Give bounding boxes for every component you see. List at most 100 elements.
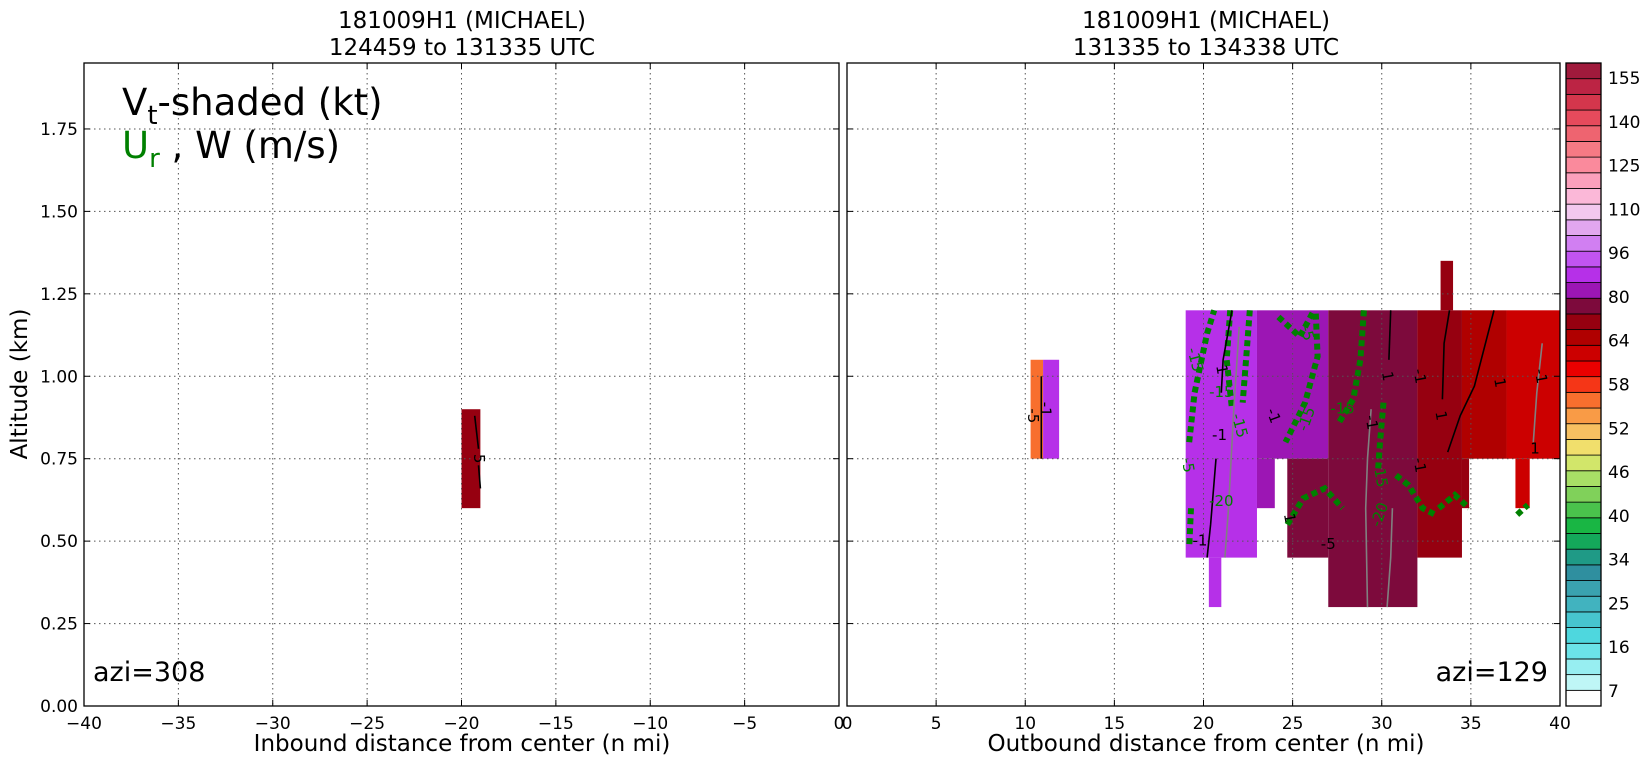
vt-shade-cell xyxy=(1515,458,1530,509)
x-tick-label: 15 xyxy=(1104,714,1126,734)
colorbar-swatch xyxy=(1565,203,1602,221)
x-tick-label: 25 xyxy=(1282,714,1304,734)
contour-label: 1 xyxy=(1530,439,1540,457)
contour-label: -5 xyxy=(1321,535,1336,553)
colorbar-swatch xyxy=(1565,172,1602,189)
y-tick-label: 1.50 xyxy=(40,202,78,222)
contour-label: -1 xyxy=(1192,532,1207,550)
colorbar-swatch xyxy=(1565,78,1602,95)
colorbar-swatch xyxy=(1565,658,1602,676)
colorbar-swatch xyxy=(1565,329,1602,346)
w-contour xyxy=(477,465,482,489)
colorbar-swatch xyxy=(1565,674,1602,691)
vt-shade-cell xyxy=(1461,310,1507,459)
legend-vt-rest: -shaded (kt) xyxy=(158,81,383,124)
contour-label: 1 xyxy=(1378,370,1397,383)
outbound-azimuth-label: azi=129 xyxy=(1436,657,1548,688)
colorbar-tick-label: 155 xyxy=(1608,69,1640,89)
ur-contour xyxy=(1284,484,1345,527)
colorbar-tick-label: 7 xyxy=(1608,682,1619,702)
legend-w-rest: , W (m/s) xyxy=(160,124,340,167)
colorbar-swatch xyxy=(1565,533,1602,550)
y-axis-label: Altitude (km) xyxy=(7,309,33,460)
w-contour xyxy=(1386,508,1394,608)
contour-label: 5 xyxy=(470,454,488,464)
colorbar-swatch xyxy=(1565,266,1602,283)
x-tick-label: −30 xyxy=(255,714,291,734)
ur-contour xyxy=(1223,310,1235,410)
w-contour xyxy=(1206,458,1217,558)
outbound-title-time-range: 131335 to 134338 UTC xyxy=(1073,35,1339,61)
w-contour xyxy=(473,415,480,449)
y-tick-label: 0.25 xyxy=(40,615,78,635)
contour-label: -15 xyxy=(1369,461,1391,488)
colorbar-tick-label: 46 xyxy=(1608,463,1630,483)
y-tick-label: 0.50 xyxy=(40,532,78,552)
ur-contour xyxy=(1239,310,1253,403)
ur-contour xyxy=(1186,508,1194,548)
x-tick-label: −25 xyxy=(349,714,385,734)
w-contour xyxy=(1364,409,1372,608)
x-tick-label: 35 xyxy=(1460,714,1482,734)
ur-contour xyxy=(1186,309,1218,443)
w-contour xyxy=(1532,343,1543,443)
x-tick-label: −40 xyxy=(66,714,102,734)
colorbar-swatch xyxy=(1565,627,1602,644)
colorbar-swatch xyxy=(1565,250,1602,268)
colorbar-swatch xyxy=(1565,360,1602,378)
colorbar-swatch xyxy=(1565,109,1602,127)
legend-ur-symbol: U xyxy=(122,124,149,167)
vt-shade-cell xyxy=(1440,260,1454,311)
colorbar-swatch xyxy=(1565,188,1602,205)
colorbar-tick-label: 96 xyxy=(1608,244,1630,264)
vt-shade-cell xyxy=(1461,458,1470,509)
x-tick-label: −35 xyxy=(160,714,196,734)
contour-label: 1 xyxy=(1280,512,1299,525)
y-tick-label: 0.75 xyxy=(40,450,78,470)
ur-contour xyxy=(1436,491,1472,511)
x-tick-label: 10 xyxy=(1014,714,1036,734)
colorbar-tick-label: 140 xyxy=(1608,113,1640,133)
contour-label: -15 xyxy=(1330,400,1355,418)
colorbar-tick-label: 64 xyxy=(1608,332,1630,352)
outbound-panel: 181009H1 (MICHAEL) 131335 to 134338 UTC … xyxy=(842,8,1571,757)
colorbar: 155 140 125 110 96 80 64 58 52 46 40 34 25 16 7 xyxy=(1565,62,1640,707)
inbound-plot-area: 5 −40 −35 −30 −25 −20 −15 −10 −5 0 0.00 0.25 0.50 0.7… xyxy=(40,62,844,734)
inbound-panel: 181009H1 (MICHAEL) 124459 to 131335 UTC … xyxy=(7,8,844,757)
ur-contour xyxy=(1394,472,1437,518)
vt-shade-cell xyxy=(461,409,481,509)
outbound-plot-area: -15-15-15 -15 -15-15-20 -20-5-5-1-1-1 -1-1-1… xyxy=(842,62,1571,734)
colorbar-tick-label: 110 xyxy=(1608,200,1640,220)
x-tick-label: −15 xyxy=(538,714,574,734)
contour-label: -15 xyxy=(1209,383,1234,401)
x-tick-label: −5 xyxy=(732,714,757,734)
outbound-x-axis-label: Outbound distance from center (n mi) xyxy=(988,731,1425,757)
colorbar-swatch xyxy=(1565,501,1602,519)
ur-contour xyxy=(1336,310,1367,424)
colorbar-swatch xyxy=(1565,595,1602,613)
contour-label: -15 xyxy=(1228,411,1252,439)
contour-label: 1 xyxy=(1431,409,1450,422)
colorbar-tick-label: 34 xyxy=(1608,551,1630,571)
colorbar-swatch xyxy=(1565,548,1602,566)
legend-ur-subscript: r xyxy=(149,144,160,174)
w-contour xyxy=(1224,326,1240,558)
y-tick-label: 0.00 xyxy=(40,697,78,717)
colorbar-swatch xyxy=(1565,486,1602,503)
inbound-azimuth-label: azi=308 xyxy=(93,657,205,688)
colorbar-swatch xyxy=(1565,689,1602,707)
outbound-title-storm: 181009H1 (MICHAEL) xyxy=(1082,8,1330,34)
contour-label: -1 xyxy=(1410,367,1430,385)
ur-contour xyxy=(1282,313,1321,444)
ur-contour xyxy=(1515,502,1530,517)
x-tick-label: 0 xyxy=(842,714,853,734)
legend-vt-symbol: V xyxy=(122,81,147,124)
contour-label: -1 xyxy=(1262,406,1284,426)
w-contour xyxy=(1388,310,1392,360)
colorbar-swatch xyxy=(1565,438,1602,456)
legend-line-ur-w: Ur , W (m/s) xyxy=(122,124,340,174)
vt-shade-cell xyxy=(1043,359,1060,459)
x-tick-label: −10 xyxy=(632,714,668,734)
colorbar-tick-label: 25 xyxy=(1608,594,1630,614)
